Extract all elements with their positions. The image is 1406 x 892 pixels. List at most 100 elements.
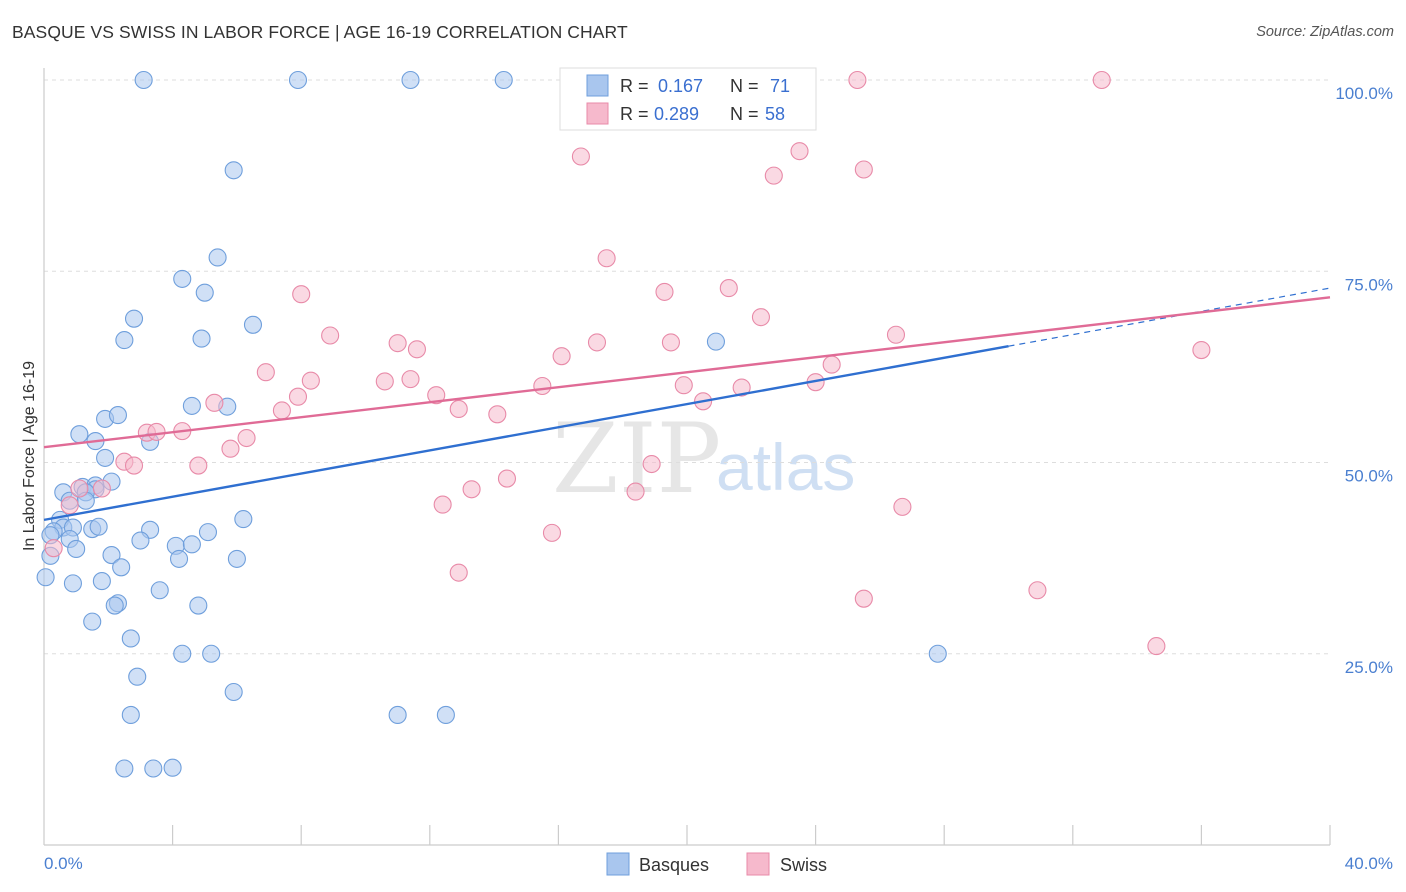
- basques-point-37: [234, 510, 253, 529]
- basques-point-20: [96, 448, 115, 467]
- swiss-point-10: [751, 308, 770, 327]
- swiss-point-25: [732, 378, 751, 397]
- swiss-point-32: [449, 399, 468, 419]
- swiss-point-49: [433, 495, 452, 514]
- swiss-point-24: [674, 376, 693, 395]
- y-tick-labels: 25.0% 50.0% 75.0% 100.0%: [1335, 84, 1393, 677]
- swiss-point-2: [571, 147, 590, 166]
- basques-point-9: [243, 315, 263, 334]
- basques-point-6: [173, 269, 192, 288]
- bottom-legend-swiss-swatch: [746, 852, 770, 876]
- source-credit: Source: ZipAtlas.com: [1256, 24, 1394, 40]
- basques-point-8: [124, 309, 144, 328]
- basques-point-5: [208, 248, 227, 267]
- swiss-point-29: [288, 387, 308, 406]
- basques-point-12: [706, 332, 725, 351]
- basques-swatch: [586, 74, 609, 97]
- swiss-point-42: [189, 456, 208, 475]
- swiss-point-46: [497, 469, 517, 488]
- swiss-r-label: R =: [620, 104, 649, 124]
- x-tick-label-min: 0.0%: [44, 854, 83, 873]
- basques-point-55: [189, 596, 208, 615]
- basques-point-54: [105, 596, 124, 615]
- basques-point-0: [134, 70, 153, 90]
- swiss-point-14: [661, 333, 680, 352]
- swiss-point-16: [886, 325, 906, 344]
- y-axis-title: In Labor Force | Age 16-19: [21, 361, 38, 551]
- swiss-point-22: [375, 372, 394, 391]
- swiss-point-5: [854, 160, 873, 179]
- basques-point-66: [115, 759, 134, 778]
- swiss-point-15: [407, 340, 426, 359]
- basques-point-52: [150, 581, 169, 600]
- swiss-point-55: [1028, 581, 1047, 600]
- swiss-point-23: [401, 370, 420, 389]
- swiss-point-44: [92, 479, 111, 498]
- swiss-point-21: [301, 371, 320, 390]
- swiss-point-56: [1147, 637, 1166, 656]
- basques-point-10: [115, 331, 134, 350]
- basques-point-44: [67, 539, 86, 558]
- basques-point-57: [121, 629, 140, 648]
- basques-point-62: [224, 682, 243, 702]
- basques-point-63: [121, 705, 140, 725]
- swiss-point-48: [626, 482, 645, 501]
- swiss-point-43: [642, 454, 661, 474]
- basques-point-68: [163, 758, 182, 777]
- swiss-point-50: [893, 497, 912, 516]
- basques-point-64: [388, 705, 407, 725]
- y-tick-label-50: 50.0%: [1345, 467, 1393, 486]
- swiss-point-12: [388, 334, 407, 353]
- basques-point-61: [128, 667, 147, 686]
- basques-point-60: [928, 644, 947, 663]
- swiss-point-54: [854, 589, 873, 608]
- swiss-point-8: [655, 282, 674, 301]
- basques-point-48: [227, 549, 246, 568]
- swiss-points: [44, 70, 1211, 656]
- basques-point-4: [224, 161, 243, 180]
- swiss-point-17: [552, 347, 571, 366]
- swiss-point-27: [533, 376, 552, 396]
- basques-point-47: [169, 549, 189, 568]
- swiss-point-13: [587, 333, 607, 352]
- swiss-point-6: [597, 249, 616, 268]
- swiss-point-36: [147, 422, 166, 441]
- swiss-point-39: [221, 439, 240, 458]
- chart-title: BASQUE VS SWISS IN LABOR FORCE | AGE 16-…: [12, 22, 628, 42]
- swiss-point-3: [790, 142, 809, 161]
- bottom-legend-basques-swatch: [606, 852, 630, 876]
- bottom-legend-basques-label: Basques: [639, 855, 709, 875]
- basques-point-11: [192, 329, 211, 348]
- basques-point-50: [63, 574, 82, 593]
- basques-point-3: [494, 70, 513, 90]
- basques-point-59: [202, 644, 221, 663]
- trend-lines: [43, 287, 1331, 522]
- basques-r-label: R =: [620, 76, 649, 96]
- swiss-point-9: [719, 279, 738, 298]
- swiss-point-28: [427, 386, 446, 405]
- swiss-point-20: [256, 363, 275, 382]
- swiss-r-value: 0.289: [654, 104, 699, 124]
- swiss-point-4: [764, 166, 783, 185]
- swiss-swatch: [586, 102, 609, 125]
- basques-n-value: 71: [770, 76, 790, 96]
- swiss-point-51: [60, 496, 79, 515]
- basques-point-36: [198, 523, 218, 542]
- swiss-point-7: [292, 285, 311, 304]
- swiss-point-52: [542, 523, 562, 542]
- swiss-point-38: [237, 428, 256, 448]
- y-tick-label-100: 100.0%: [1335, 84, 1393, 103]
- swiss-n-value: 58: [765, 104, 785, 124]
- basques-point-65: [436, 705, 455, 725]
- basques-point-51: [92, 572, 111, 591]
- swiss-point-53: [449, 563, 468, 582]
- basques-point-17: [70, 425, 89, 444]
- swiss-point-11: [321, 326, 340, 345]
- stats-legend: R = 0.167 N = 71 R = 0.289 N = 58: [559, 67, 817, 131]
- basques-point-40: [131, 531, 150, 550]
- x-ticks: [172, 825, 1331, 845]
- swiss-point-41: [124, 456, 144, 475]
- basques-point-56: [83, 612, 102, 631]
- basques-point-46: [112, 558, 131, 577]
